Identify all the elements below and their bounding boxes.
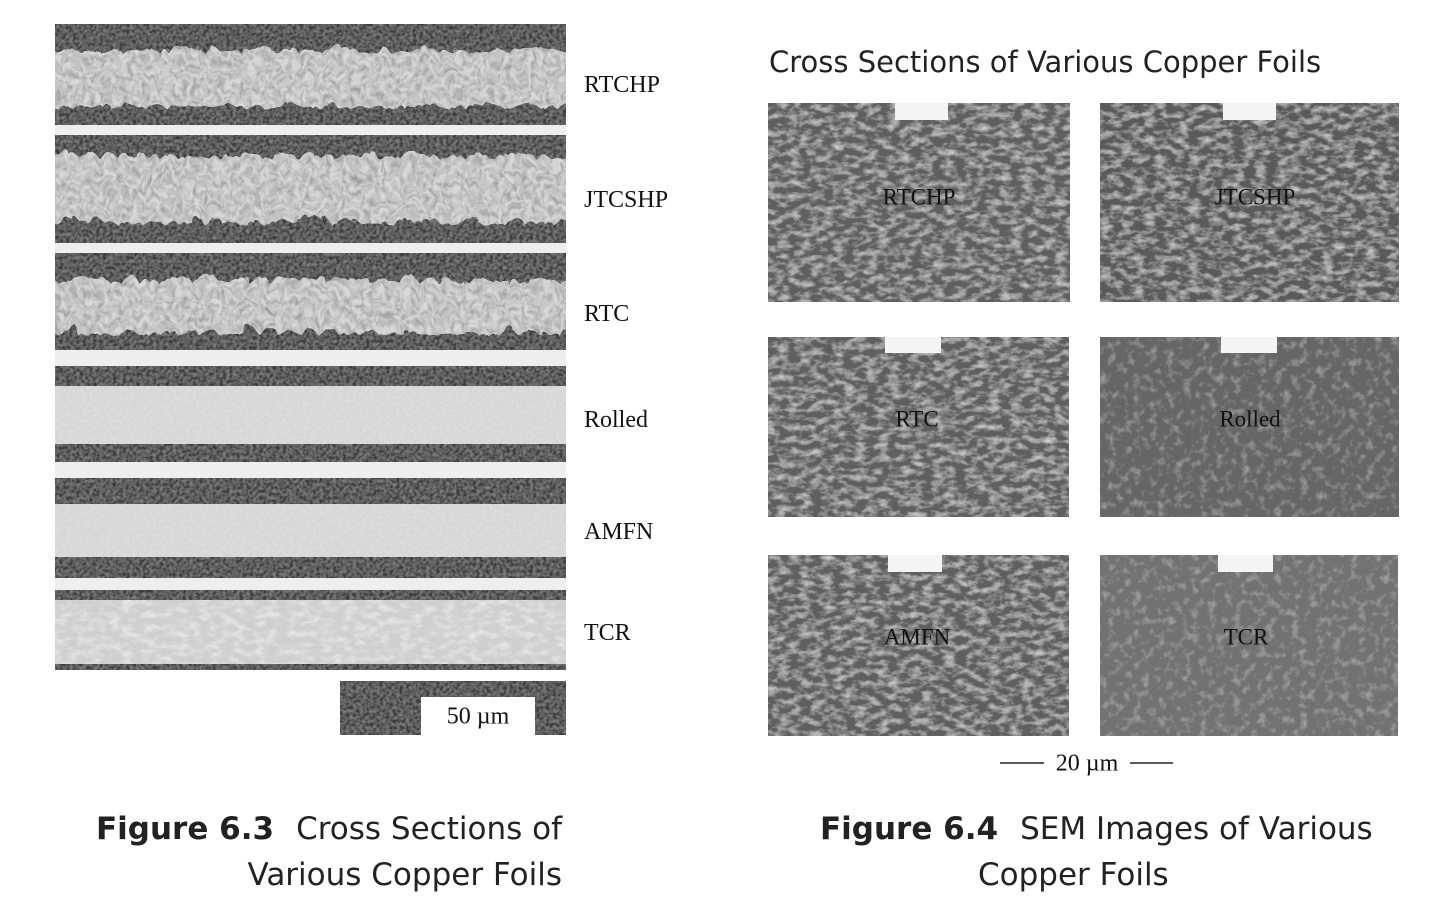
gap <box>55 350 566 366</box>
foil-label: TCR <box>584 620 631 646</box>
sem-panel <box>1100 103 1399 302</box>
panel-tab <box>888 555 942 572</box>
copper-layer <box>55 276 566 328</box>
gap <box>55 462 566 478</box>
sem-panel <box>768 103 1070 302</box>
sem-panel <box>768 337 1069 517</box>
panel-tab <box>1221 337 1277 353</box>
caption-number: Figure 6.3 <box>96 811 275 847</box>
panel-label: RTC <box>895 406 938 431</box>
panel-tab <box>1223 103 1276 120</box>
copper-layer <box>55 46 566 102</box>
panel-label: Rolled <box>1219 406 1281 431</box>
copper-layer <box>55 600 566 664</box>
copper-layer <box>55 152 566 218</box>
caption-text: Cross Sections of Various Copper Foils <box>247 811 562 893</box>
panel-tab <box>1218 555 1273 572</box>
caption-text: SEM Images of Various Copper Foils <box>978 811 1373 893</box>
scale-bar-label: 20 µm <box>1056 751 1119 777</box>
panel-tab <box>885 337 941 353</box>
panel-label: RTCHP <box>883 184 956 209</box>
foil-label: Rolled <box>584 407 648 433</box>
background <box>55 24 566 670</box>
panel-label: JTCSHP <box>1215 184 1296 209</box>
panel-label: AMFN <box>884 624 951 649</box>
figure-title: Cross Sections of Various Copper Foils <box>769 45 1321 79</box>
caption: Figure 6.3 Cross Sections of Various Copp… <box>80 806 562 898</box>
foil-label: JTCSHP <box>584 187 668 213</box>
panel-tab <box>895 103 948 120</box>
gap <box>55 125 566 135</box>
foil-label: AMFN <box>584 519 653 545</box>
scale-bar-label-box <box>421 697 535 735</box>
gap <box>55 243 566 253</box>
foil-label: RTC <box>584 301 629 327</box>
cross-section-image <box>55 24 566 670</box>
copper-layer <box>55 504 566 557</box>
scale-bar-label: 50 µm <box>447 704 510 730</box>
sem-panel <box>768 555 1069 736</box>
sem-panel <box>1100 337 1399 517</box>
copper-layer <box>55 386 566 444</box>
foil-label: RTCHP <box>584 72 660 98</box>
sem-panel <box>1100 555 1398 736</box>
caption-number: Figure 6.4 <box>820 811 999 847</box>
panel-label: TCR <box>1224 624 1269 649</box>
gap <box>55 578 566 590</box>
caption: Figure 6.4 SEM Images of Various Copper F… <box>820 806 1398 898</box>
